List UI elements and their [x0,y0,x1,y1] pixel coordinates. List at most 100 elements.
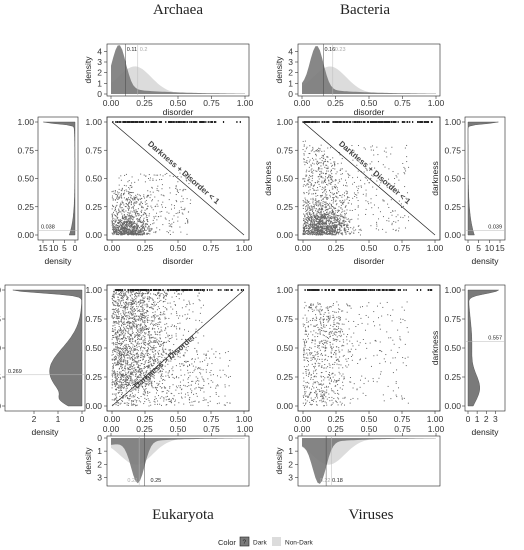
archaea-scatter-point [116,225,118,227]
eukaryota-scatter-point [138,315,140,317]
eukaryota-scatter-point [126,364,128,366]
eukaryota-scatter-point [129,339,131,341]
eukaryota-scatter-point [148,383,150,385]
bacteria-scatter-point [312,202,314,204]
eukaryota-scatter-point [196,350,198,352]
archaea-scatter-point [125,218,127,220]
bacteria-scatter-point [302,224,304,226]
eukaryota-scatter-point [137,330,139,332]
eukaryota-scatter-point [160,364,162,366]
bacteria-scatter-point [310,165,312,167]
archaea-scatter-point [128,187,130,189]
eukaryota-scatter-point [127,372,129,374]
eukaryota-scatter-point [111,330,113,332]
bacteria-scatter-point [325,191,327,193]
archaea-scatter-point [146,219,148,221]
eukaryota-scatter-point [132,321,134,323]
archaea-scatter-point [143,217,145,219]
bacteria-scatter-point [326,177,328,179]
eukaryota-scatter-point [149,383,151,385]
eukaryota-scatter-point [116,336,118,338]
bacteria-scatter-point [323,211,325,213]
eukaryota-scatter-point [111,399,113,401]
bacteria-scatter-point [306,217,308,219]
bacteria-dark-band-point [392,121,394,123]
bacteria-scatter-point [338,223,340,225]
archaea-scatter-point [123,211,125,213]
eukaryota-scatter-point [162,368,164,370]
archaea-scatter-point [120,228,122,230]
archaea-scatter-point [133,211,135,213]
archaea-diagonal-line [111,121,245,236]
eukaryota-scatter-point [133,318,135,320]
eukaryota-scatter-point [143,336,145,338]
bacteria-scatter-point [318,176,320,178]
eukaryota-scatter-point [167,359,169,361]
bacteria-scatter-point [318,222,320,224]
eukaryota-scatter-point [118,321,120,323]
bacteria-scatter-point [400,203,402,205]
eukaryota-scatter-point [166,308,168,310]
bacteria-scatter-point [327,224,329,226]
eukaryota-scatter-point [141,331,143,333]
eukaryota-scatter-point [140,345,142,347]
bacteria-scatter-point [311,219,313,221]
archaea-scatter-point [124,190,125,192]
eukaryota-scatter-point [121,331,123,333]
eukaryota-scatter-point [152,387,154,389]
eukaryota-scatter-point [118,308,120,310]
archaea-scatter-point [133,220,135,222]
archaea-dark-band-point [165,121,167,123]
archaea-scatter-point [133,234,135,236]
bacteria-scatter-point [357,190,359,192]
bacteria-scatter-point [307,183,309,185]
bacteria-scatter-point [379,184,381,186]
bacteria-scatter-point [352,232,354,234]
archaea-scatter-point [131,186,133,188]
eukaryota-scatter-point [150,364,152,366]
archaea-scatter-point [133,198,135,199]
eukaryota-scatter-point [123,374,125,376]
archaea-scatter-point [117,195,118,197]
archaea-scatter-point [180,176,182,178]
archaea-scatter-point [170,225,172,227]
eukaryota-scatter-point [133,361,135,363]
archaea-dark-band-point [209,121,211,123]
eukaryota-scatter-point [148,292,150,294]
bacteria-scatter-point [338,206,340,208]
bacteria-scatter-point [364,183,366,185]
eukaryota-scatter-point [185,318,187,320]
eukaryota-scatter-point [157,384,159,386]
bacteria-scatter-point [332,211,334,213]
bacteria-scatter-point [318,151,320,153]
bacteria-scatter-point [405,197,407,199]
eukaryota-scatter-point [124,367,126,369]
eukaryota-scatter-point [126,353,128,355]
eukaryota-scatter-point [195,330,197,332]
eukaryota-scatter-point [113,291,115,293]
bacteria-scatter-point [320,232,322,234]
bacteria-scatter-point [304,226,306,228]
eukaryota-scatter-point [115,301,117,303]
eukaryota-scatter-point [177,293,179,295]
archaea-scatter-point [127,215,129,217]
archaea-scatter-point [118,223,120,225]
eukaryota-scatter-point [148,348,150,350]
archaea-scatter-point [117,198,119,200]
bacteria-dark-band-point [308,121,311,123]
eukaryota-scatter-point [136,381,138,383]
bacteria-scatter-point [317,205,319,207]
eukaryota-scatter-point [120,387,122,389]
archaea-scatter-point [141,197,143,199]
archaea-scatter-point [126,222,128,224]
bacteria-scatter-point [325,160,327,162]
archaea-scatter-ytick-label: 0.25 [85,202,102,212]
archaea-dark-band-point [201,121,204,123]
eukaryota-scatter-point [119,347,121,349]
bacteria-scatter-point [320,226,322,227]
bacteria-scatter-point [331,220,333,222]
bacteria-scatter-point [322,192,324,194]
eukaryota-scatter-point [114,329,116,331]
eukaryota-scatter-point [115,346,116,348]
bacteria-scatter-point [327,184,329,186]
